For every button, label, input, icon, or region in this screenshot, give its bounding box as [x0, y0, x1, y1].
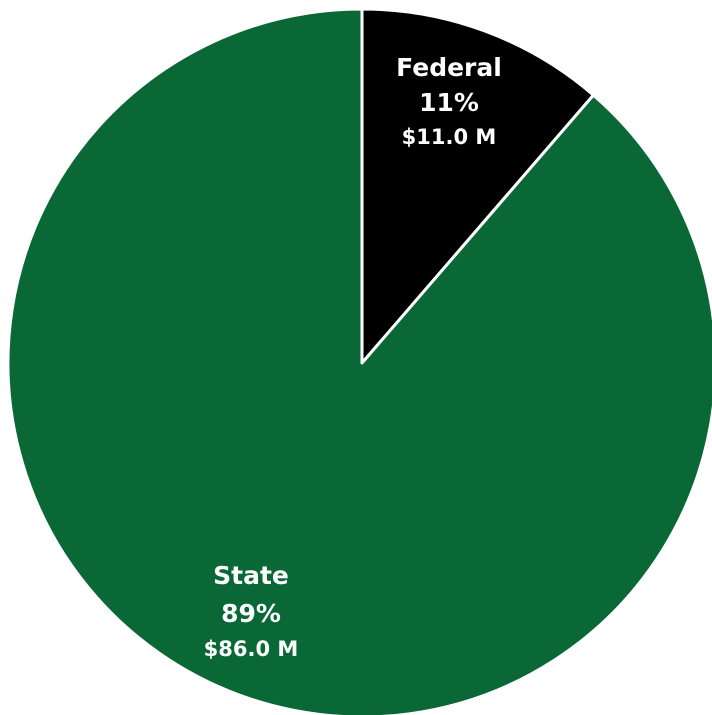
state-percent-label: 89%: [221, 599, 281, 628]
federal-value-label: $11.0 M: [402, 125, 497, 149]
pie-slices: [6, 7, 712, 715]
state-value-label: $86.0 M: [204, 637, 299, 661]
federal-name-label: Federal: [396, 53, 502, 82]
federal-slice-label: Federal 11% $11.0 M: [396, 53, 502, 149]
pie-slice-federal: [360, 7, 595, 365]
state-slice-label: State 89% $86.0 M: [204, 561, 299, 661]
pie-slice-state: [6, 7, 712, 715]
state-name-label: State: [213, 561, 289, 590]
federal-percent-label: 11%: [419, 88, 479, 117]
